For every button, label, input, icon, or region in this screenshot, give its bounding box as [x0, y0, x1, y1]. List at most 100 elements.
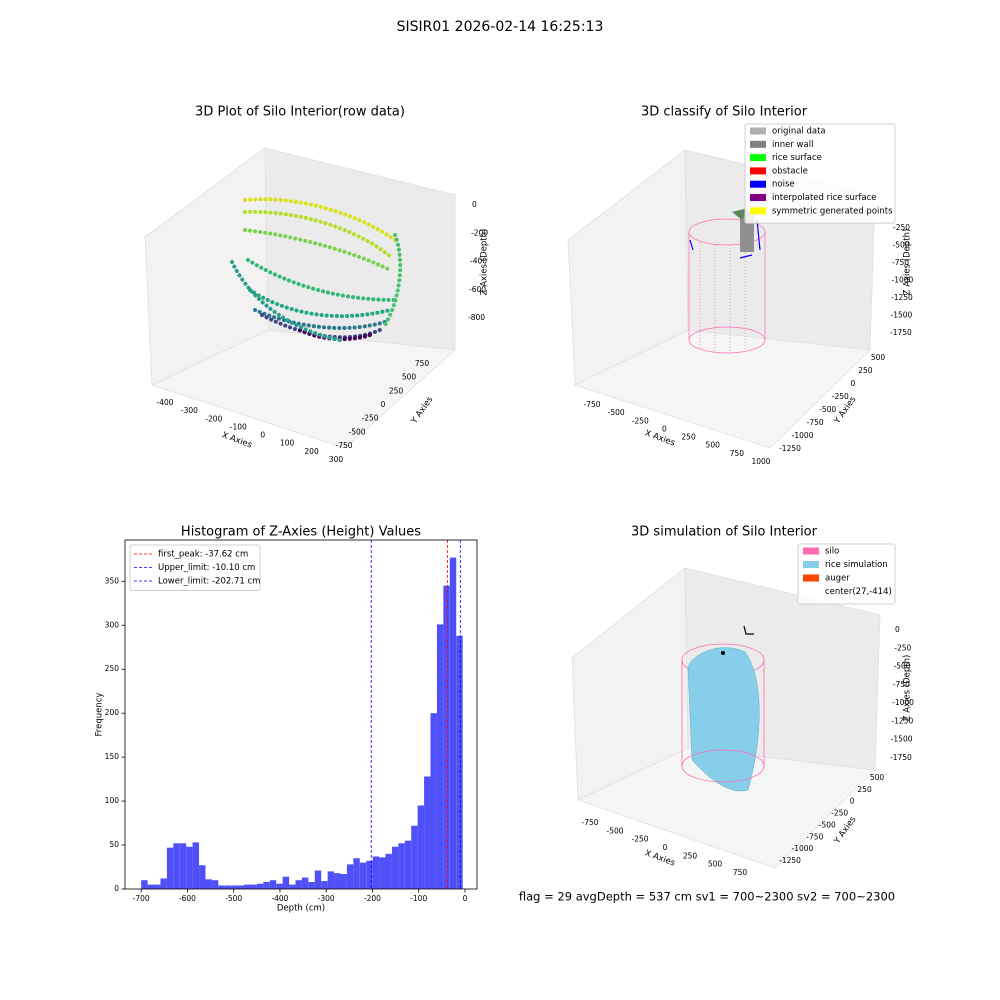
- x-tick-label: 100: [280, 439, 295, 448]
- y-axis-label: Frequency: [95, 693, 105, 737]
- legend-label: symmetric generated points: [772, 206, 893, 216]
- bar: [282, 876, 290, 889]
- y-tick-label: 150: [105, 752, 120, 761]
- bar: [154, 884, 161, 889]
- bar: [231, 885, 238, 889]
- bar: [244, 884, 251, 889]
- x-tick-label: 500: [708, 860, 723, 869]
- y-tick-label: -1250: [779, 444, 801, 453]
- chart-title: 3D classify of Silo Interior: [641, 105, 808, 120]
- y-tick-label: 0: [114, 884, 119, 893]
- bar: [199, 865, 206, 889]
- legend-label: silo: [825, 547, 839, 557]
- bar: [289, 884, 296, 889]
- z-tick-label: -200: [471, 228, 488, 237]
- z-tick-label: -250: [893, 223, 910, 232]
- bar: [166, 847, 174, 889]
- z-tick-label: -400: [470, 257, 487, 266]
- bar: [179, 843, 187, 889]
- y-tick-label: -500: [819, 820, 836, 829]
- bar: [141, 880, 148, 889]
- y-tick-label: 50: [109, 840, 119, 849]
- x-tick-label: -200: [364, 894, 381, 903]
- x-tick-label: -700: [133, 894, 150, 903]
- bar: [314, 870, 322, 889]
- x-tick-label: -600: [179, 894, 196, 903]
- bar: [269, 880, 277, 889]
- bar: [417, 805, 425, 889]
- axes-frame: [124, 539, 478, 890]
- bar: [276, 883, 283, 889]
- x-tick-label: 0: [663, 843, 668, 852]
- point-cloud: [230, 197, 403, 342]
- bar: [366, 860, 373, 889]
- bar: [372, 856, 380, 889]
- y-tick-label: 0: [850, 379, 855, 388]
- x-tick-label: 750: [733, 868, 748, 877]
- y-tick-label: -500: [819, 405, 836, 414]
- y-tick-label: 250: [858, 366, 873, 375]
- bar: [263, 881, 270, 889]
- bar: [385, 853, 392, 889]
- legend-swatch: [803, 574, 819, 582]
- bar: [334, 873, 341, 889]
- z-tick-label: -800: [468, 313, 485, 322]
- legend-swatch: [750, 127, 766, 135]
- y-tick-label: 350: [105, 576, 120, 585]
- z-tick-label: -1500: [891, 735, 913, 744]
- y-tick-label: 500: [402, 373, 417, 382]
- chart-title: 3D Plot of Silo Interior(row data): [195, 105, 405, 120]
- x-tick-label: 750: [730, 449, 745, 458]
- y-tick-label: -1250: [779, 856, 801, 865]
- legend-label: inner wall: [772, 140, 813, 150]
- x-tick-label: -300: [181, 406, 198, 415]
- x-tick-label: 1000: [751, 457, 770, 466]
- legend-box: [797, 543, 896, 605]
- x-tick-label: 300: [329, 455, 344, 464]
- legend-label: obstacle: [772, 166, 808, 176]
- panes-0: [144, 147, 456, 449]
- legend-swatch: [750, 194, 766, 201]
- y-tick-label: -750: [806, 832, 823, 841]
- x-tick-label: -400: [156, 398, 173, 407]
- y-tick-label: -250: [361, 414, 378, 423]
- x-tick-label: -100: [230, 422, 247, 431]
- legend-label: first_peak: -37.62 cm: [158, 550, 248, 560]
- bar: [186, 846, 193, 889]
- bar: [456, 635, 463, 889]
- z-tick-label: -750: [893, 680, 910, 689]
- x-tick-label: -750: [583, 400, 600, 409]
- x-tick-label: -750: [581, 818, 598, 827]
- legend-swatch: [750, 167, 766, 175]
- y-tick-label: -1000: [792, 844, 814, 853]
- x-tick-label: -400: [271, 894, 288, 903]
- z-tick-label: -1750: [890, 328, 912, 337]
- bar: [340, 874, 347, 889]
- bar: [211, 880, 219, 889]
- y-tick-label: 250: [857, 785, 872, 794]
- x-axis-label: Depth (cm): [277, 904, 325, 914]
- bar: [321, 881, 328, 889]
- x-tick-label: 500: [706, 441, 721, 450]
- bar: [424, 776, 431, 889]
- z-tick-label: -500: [893, 241, 910, 250]
- y-tick-label: -500: [348, 427, 365, 436]
- y-tick-label: -250: [831, 809, 848, 818]
- bar: [173, 843, 180, 889]
- legend-swatch: [803, 547, 819, 555]
- x-tick-label: -500: [225, 894, 242, 903]
- legend-box: [744, 123, 896, 224]
- simulation-cylinder: [681, 625, 765, 792]
- bar: [398, 843, 405, 889]
- z-tick-label: 0: [472, 200, 477, 209]
- legend-label: noise: [772, 180, 795, 190]
- x-tick-label: 0: [463, 894, 468, 903]
- x-tick-label: 200: [304, 447, 319, 456]
- z-tick-label: 0: [895, 625, 900, 634]
- z-tick-label: -600: [469, 285, 486, 294]
- chart-title: Histogram of Z-Axies (Height) Values: [181, 525, 421, 540]
- y-tick-label: 500: [871, 353, 886, 362]
- legend-label: rice simulation: [825, 560, 888, 570]
- bar: [147, 884, 155, 889]
